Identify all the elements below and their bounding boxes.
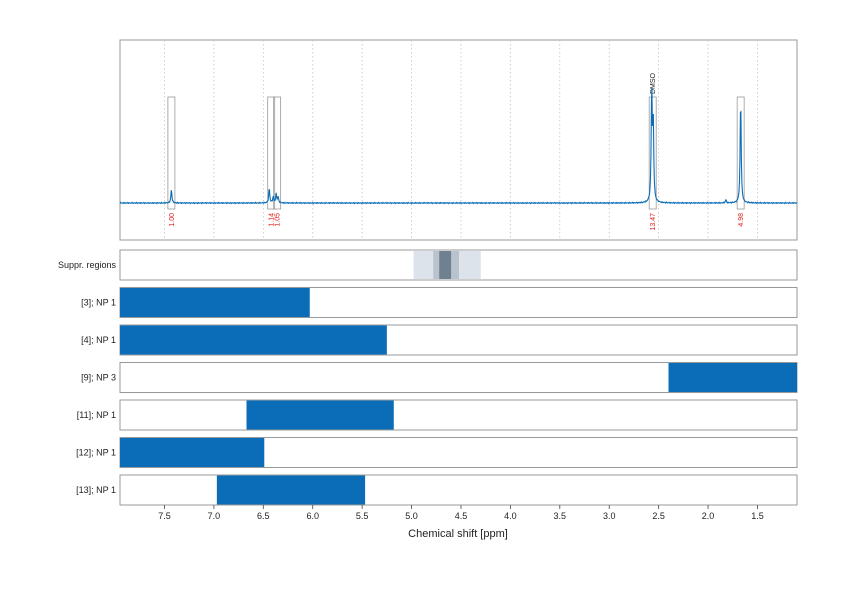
integration-label-2: 1.05 (275, 213, 282, 227)
x-tick-label-12: 1.5 (751, 511, 764, 521)
x-tick-label-4: 5.5 (356, 511, 369, 521)
integration-box-4 (736, 96, 745, 210)
peak-annotation-3: DMSO (650, 72, 657, 94)
integration-label-1: 1.14 (269, 213, 276, 227)
fragment-rows: Suppr. regions [3]; NP 1 [4]; NP 1 [9]; NP … (58, 249, 798, 506)
integration-label-4: 4.98 (738, 213, 745, 227)
spectrum-panel: 1.00 1.141.05 13.47 DMSO 4.98 (119, 39, 798, 241)
x-axis: 7.5 7.0 6.5 6.0 5.5 5.0 4.5 4.0 3.5 3.0 2.5 2.0 1.5 (158, 505, 764, 521)
fragment-row-label-2: [9]; NP 3 (81, 373, 116, 383)
fragment-row-label-3: [11]; NP 1 (77, 410, 116, 420)
integration-box-0 (167, 96, 176, 210)
fragment-bar-3 (246, 400, 394, 430)
fragment-bar-5 (216, 475, 366, 505)
x-tick-label-6: 4.5 (455, 511, 468, 521)
integration-label-3: 13.47 (650, 213, 657, 231)
fragment-row-label-0: [3]; NP 1 (81, 298, 116, 308)
x-tick-label-10: 2.5 (652, 511, 665, 521)
x-tick-label-7: 4.0 (504, 511, 517, 521)
integration-box-3 (648, 96, 657, 210)
fragment-bar-0 (120, 288, 310, 317)
integration-label-0: 1.00 (169, 213, 176, 227)
suppr-row-label: Suppr. regions (58, 260, 117, 270)
fragment-row-label-5: [13]; NP 1 (76, 485, 116, 495)
x-tick-label-11: 2.0 (702, 511, 715, 521)
fragment-bar-2 (668, 363, 797, 392)
spectrum-line (119, 88, 798, 205)
x-tick-label-0: 7.5 (158, 511, 171, 521)
spectrum-frame (119, 39, 798, 241)
fragment-row-label-1: [4]; NP 1 (81, 335, 116, 345)
x-tick-label-2: 6.5 (257, 511, 270, 521)
x-tick-label-3: 6.0 (306, 511, 319, 521)
x-tick-label-5: 5.0 (405, 511, 418, 521)
x-tick-label-9: 3.0 (603, 511, 616, 521)
integration-box-2 (273, 96, 282, 210)
fragment-bar-1 (120, 325, 387, 355)
x-tick-label-8: 3.5 (554, 511, 567, 521)
fragment-row-frame-3 (119, 399, 798, 431)
x-axis-title: Chemical shift [ppm] (408, 528, 508, 540)
fragment-row-label-4: [12]; NP 1 (76, 448, 116, 458)
integration-box-1 (267, 96, 276, 210)
x-tick-label-1: 7.0 (208, 511, 221, 521)
fragment-bar-4 (120, 438, 265, 467)
suppr-band-2 (439, 251, 452, 279)
